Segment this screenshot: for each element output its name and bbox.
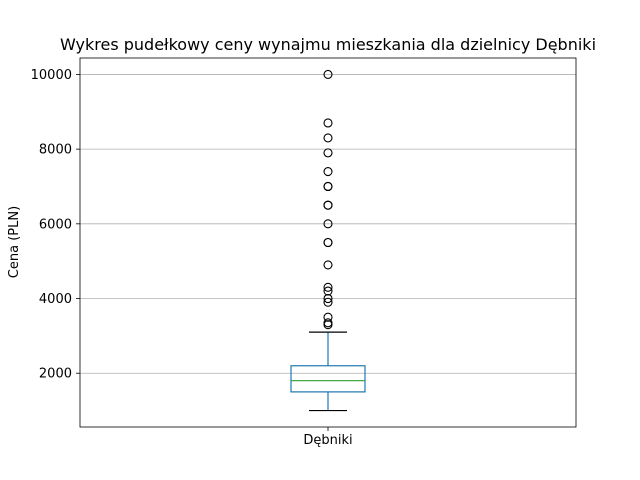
iqr-box bbox=[290, 365, 366, 393]
outlier-point bbox=[323, 166, 333, 177]
outlier-point bbox=[323, 297, 333, 307]
y-tick-label: 6000 bbox=[39, 217, 72, 232]
outlier-point bbox=[323, 148, 333, 158]
y-tick-label: 10000 bbox=[31, 68, 72, 83]
x-tick-label: Dębniki bbox=[303, 433, 352, 448]
outlier-point bbox=[323, 118, 333, 128]
outlier-point bbox=[323, 260, 333, 270]
chart-title: Wykres pudełkowy ceny wynajmu mieszkania… bbox=[60, 35, 596, 54]
outlier-point bbox=[323, 237, 333, 248]
outlier-point bbox=[323, 312, 333, 322]
outlier-point bbox=[323, 133, 333, 143]
plot-area bbox=[290, 69, 366, 412]
outlier-point bbox=[323, 69, 333, 79]
outlier-point bbox=[323, 320, 333, 330]
y-axis-label: Cena (PLN) bbox=[7, 206, 22, 278]
outlier-point bbox=[323, 200, 333, 210]
outlier-point bbox=[323, 282, 333, 292]
y-tick-label: 4000 bbox=[39, 292, 72, 307]
outlier-point bbox=[323, 318, 333, 328]
y-tick-label: 8000 bbox=[39, 143, 72, 158]
y-tick-label: 2000 bbox=[39, 367, 72, 382]
outlier-point bbox=[323, 181, 333, 192]
grid-lines bbox=[80, 74, 576, 374]
axes: 2000 4000 6000 8000 10000 Dębniki bbox=[31, 57, 577, 448]
outlier-point bbox=[323, 219, 333, 229]
outlier-point bbox=[323, 286, 333, 296]
plot-frame bbox=[79, 57, 577, 428]
